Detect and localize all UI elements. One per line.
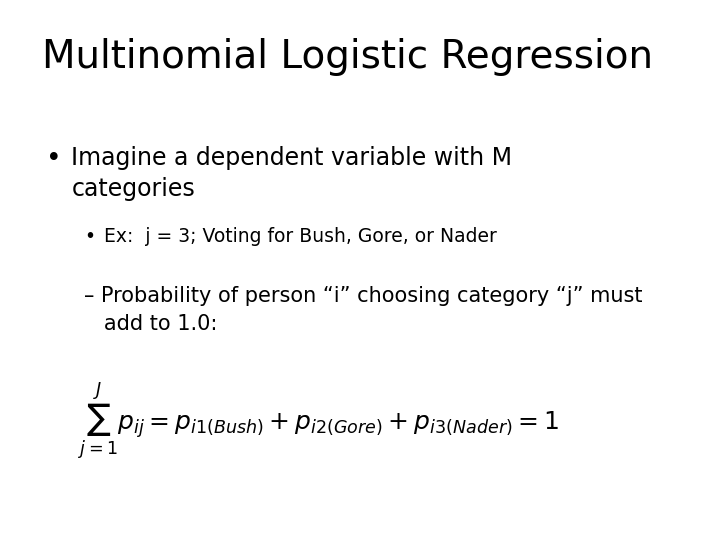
Text: •: • (46, 146, 61, 172)
Text: Ex:  j = 3; Voting for Bush, Gore, or Nader: Ex: j = 3; Voting for Bush, Gore, or Nad… (104, 227, 497, 246)
Text: – Probability of person “i” choosing category “j” must
   add to 1.0:: – Probability of person “i” choosing cat… (84, 286, 643, 334)
Text: •: • (84, 227, 96, 246)
Text: $\sum_{j=1}^{J} p_{ij} = p_{i1(Bush)} + p_{i2(Gore)} + p_{i3(Nader)} = 1$: $\sum_{j=1}^{J} p_{ij} = p_{i1(Bush)} + … (78, 381, 559, 462)
Text: Imagine a dependent variable with M
categories: Imagine a dependent variable with M cate… (71, 146, 513, 201)
Text: Multinomial Logistic Regression: Multinomial Logistic Regression (42, 38, 653, 76)
